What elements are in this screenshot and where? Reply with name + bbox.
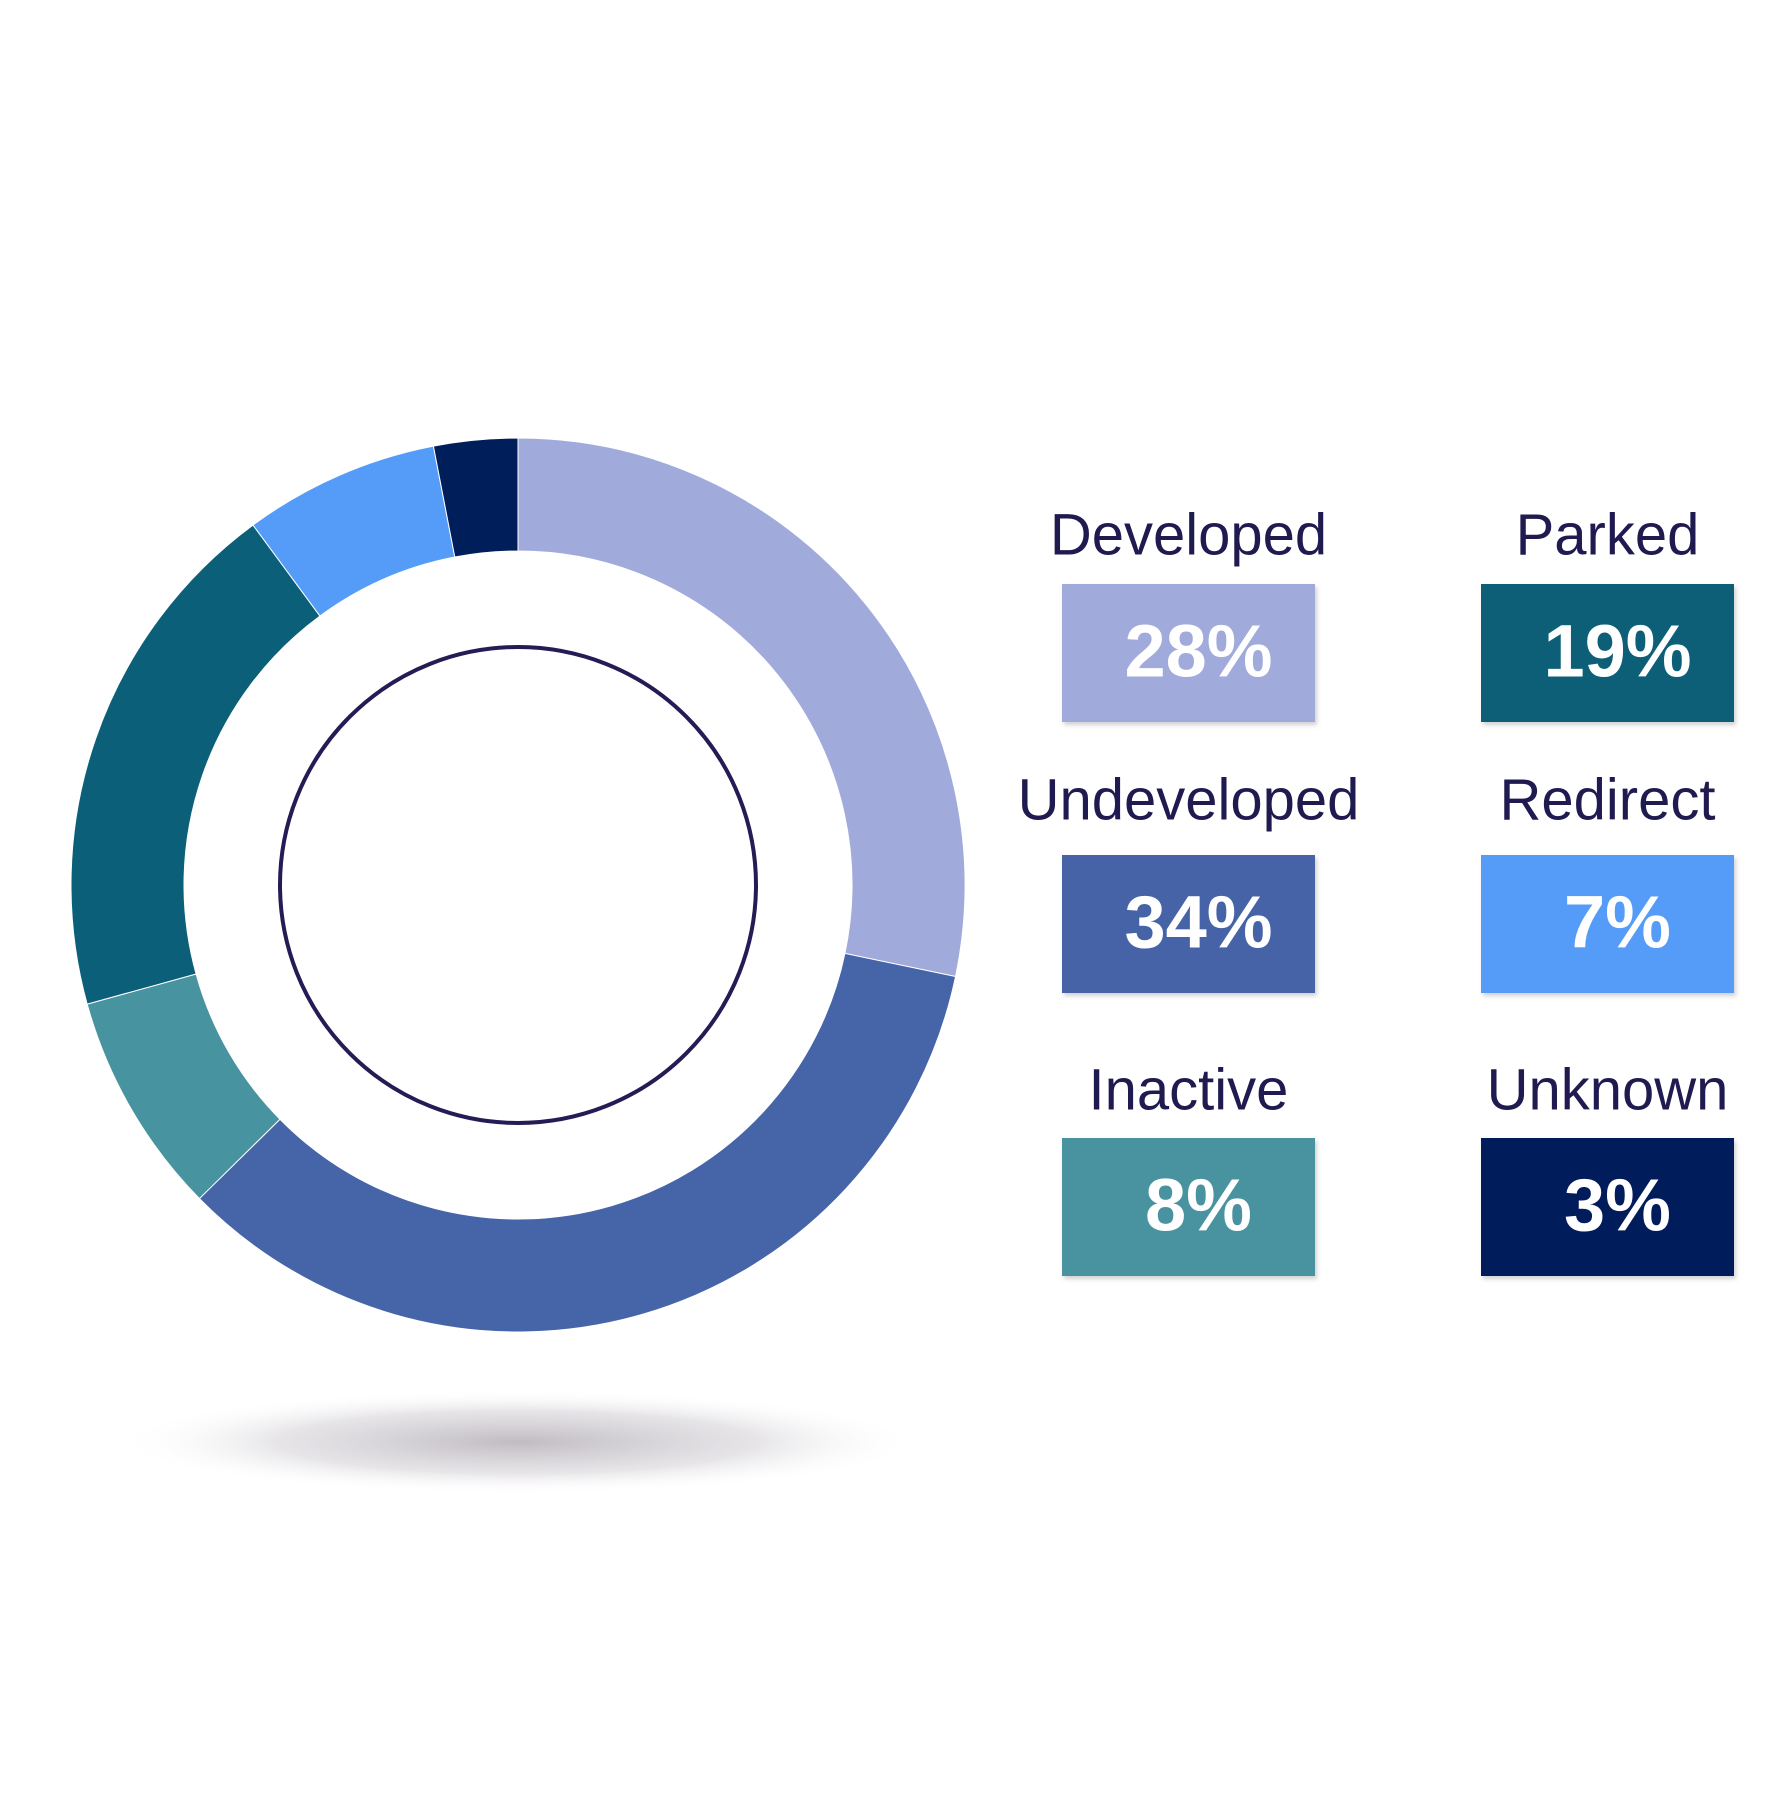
legend: Developed 28% Undeveloped 34% Inactive 8% Park… <box>1018 502 1734 1276</box>
donut-segment <box>432 437 519 558</box>
shadow <box>118 1390 918 1494</box>
legend-label: Parked <box>1516 502 1700 567</box>
value-label: 8% <box>1145 1164 1252 1247</box>
inner-ring <box>278 645 758 1125</box>
value-label: 34% <box>1124 881 1272 964</box>
value-label: 3% <box>1564 1164 1671 1247</box>
legend-swatch <box>1062 855 1315 993</box>
value-label: 19% <box>1543 610 1691 693</box>
donut-segment <box>198 952 957 1333</box>
donut-segment <box>70 524 321 1005</box>
value-label: 28% <box>1124 610 1272 693</box>
legend-label: Redirect <box>1500 767 1716 832</box>
legend-swatch <box>1481 584 1734 722</box>
legend-swatch <box>1481 855 1734 993</box>
legend-swatch <box>1062 584 1315 722</box>
donut-segment <box>517 437 966 978</box>
legend-label: Inactive <box>1089 1057 1289 1122</box>
legend-label: Developed <box>1050 502 1327 567</box>
legend-label: Unknown <box>1487 1057 1729 1122</box>
legend-label: Undeveloped <box>1018 767 1360 832</box>
value-label: 7% <box>1564 881 1671 964</box>
legend-swatch <box>1481 1138 1734 1276</box>
legend-swatch <box>1062 1138 1315 1276</box>
donut <box>70 437 966 1333</box>
